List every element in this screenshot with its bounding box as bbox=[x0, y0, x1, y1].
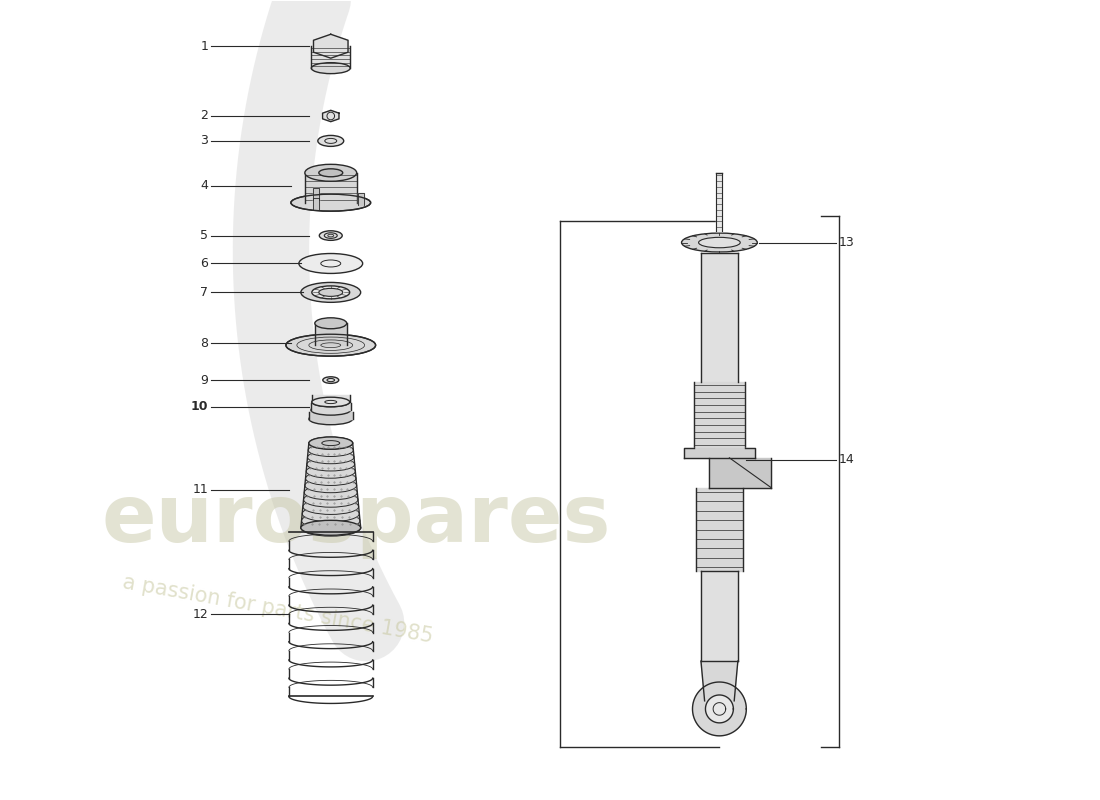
Ellipse shape bbox=[308, 444, 353, 457]
Ellipse shape bbox=[306, 471, 356, 486]
Ellipse shape bbox=[311, 62, 350, 74]
Ellipse shape bbox=[305, 164, 356, 182]
Ellipse shape bbox=[322, 377, 339, 383]
Polygon shape bbox=[358, 193, 364, 205]
Polygon shape bbox=[683, 448, 756, 458]
Polygon shape bbox=[312, 198, 319, 210]
Polygon shape bbox=[694, 382, 745, 448]
Text: 3: 3 bbox=[200, 134, 208, 147]
Polygon shape bbox=[701, 571, 738, 661]
Text: a passion for parts since 1985: a passion for parts since 1985 bbox=[121, 572, 436, 646]
Polygon shape bbox=[311, 395, 350, 402]
Ellipse shape bbox=[682, 233, 757, 252]
Text: 13: 13 bbox=[839, 236, 855, 249]
Ellipse shape bbox=[311, 398, 350, 406]
Ellipse shape bbox=[301, 519, 361, 536]
Text: 11: 11 bbox=[192, 483, 208, 496]
Ellipse shape bbox=[311, 398, 350, 406]
Ellipse shape bbox=[302, 499, 359, 514]
Polygon shape bbox=[312, 187, 319, 199]
Ellipse shape bbox=[309, 437, 353, 450]
Text: 12: 12 bbox=[192, 608, 208, 621]
Text: 10: 10 bbox=[190, 401, 208, 414]
Ellipse shape bbox=[319, 169, 343, 177]
Text: eurospares: eurospares bbox=[101, 481, 612, 558]
Ellipse shape bbox=[304, 492, 358, 507]
Text: 1: 1 bbox=[200, 40, 208, 53]
Polygon shape bbox=[716, 174, 723, 231]
Text: 4: 4 bbox=[200, 179, 208, 192]
Polygon shape bbox=[693, 682, 746, 736]
Ellipse shape bbox=[309, 413, 353, 425]
Polygon shape bbox=[315, 323, 346, 345]
Text: 14: 14 bbox=[839, 454, 855, 466]
Text: 9: 9 bbox=[200, 374, 208, 386]
Ellipse shape bbox=[305, 478, 356, 493]
Text: 7: 7 bbox=[200, 286, 208, 299]
Polygon shape bbox=[311, 403, 351, 410]
Polygon shape bbox=[311, 46, 350, 68]
Ellipse shape bbox=[306, 465, 355, 478]
Ellipse shape bbox=[301, 513, 360, 529]
Text: 8: 8 bbox=[200, 337, 208, 350]
Ellipse shape bbox=[319, 230, 342, 240]
Ellipse shape bbox=[307, 458, 354, 471]
Ellipse shape bbox=[319, 288, 343, 296]
Ellipse shape bbox=[309, 437, 353, 450]
Ellipse shape bbox=[308, 450, 354, 464]
Ellipse shape bbox=[311, 286, 350, 299]
Text: 6: 6 bbox=[200, 257, 208, 270]
Polygon shape bbox=[305, 173, 356, 202]
Text: 2: 2 bbox=[200, 110, 208, 122]
Ellipse shape bbox=[299, 254, 363, 274]
Polygon shape bbox=[696, 488, 742, 571]
Polygon shape bbox=[705, 695, 734, 723]
Ellipse shape bbox=[698, 238, 740, 248]
Polygon shape bbox=[708, 458, 771, 488]
Ellipse shape bbox=[315, 318, 346, 329]
Ellipse shape bbox=[301, 520, 361, 535]
Polygon shape bbox=[701, 661, 738, 701]
Ellipse shape bbox=[301, 282, 361, 302]
Text: 5: 5 bbox=[200, 229, 208, 242]
Ellipse shape bbox=[286, 334, 375, 356]
Polygon shape bbox=[314, 34, 348, 58]
Ellipse shape bbox=[311, 405, 351, 415]
Ellipse shape bbox=[324, 233, 338, 238]
Ellipse shape bbox=[290, 194, 371, 211]
Ellipse shape bbox=[305, 485, 358, 500]
Ellipse shape bbox=[302, 506, 360, 522]
Polygon shape bbox=[701, 253, 738, 382]
Polygon shape bbox=[322, 110, 339, 122]
Ellipse shape bbox=[318, 135, 343, 146]
Polygon shape bbox=[309, 412, 353, 419]
